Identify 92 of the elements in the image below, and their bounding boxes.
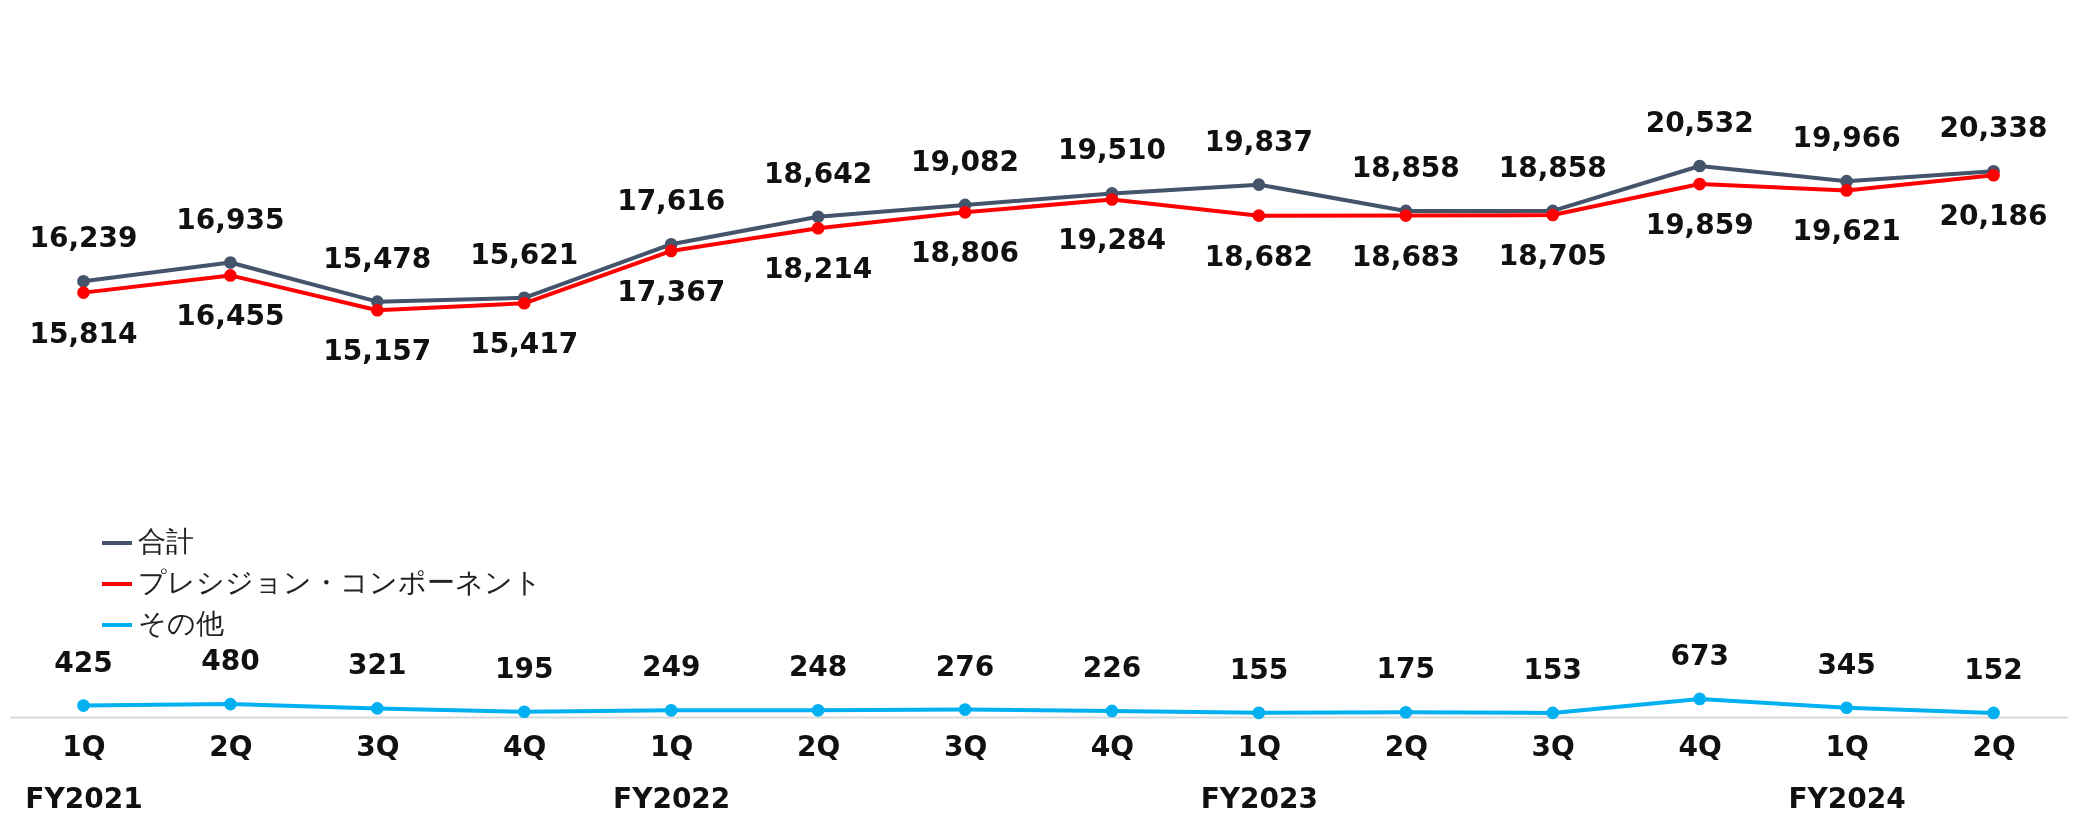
data-label: 152 [1964, 652, 2023, 686]
data-label: 15,417 [470, 327, 579, 361]
data-label: 17,616 [617, 184, 726, 218]
point [517, 705, 531, 719]
point [958, 206, 972, 219]
data-label: 153 [1523, 652, 1582, 686]
data-label: 19,284 [1057, 223, 1166, 257]
data-label: 16,239 [29, 221, 138, 255]
data-label: 321 [348, 648, 407, 682]
x-tick-label: 2Q [209, 729, 253, 763]
point [1693, 159, 1706, 173]
point [77, 699, 90, 712]
point [1252, 209, 1266, 222]
data-label: 19,837 [1204, 124, 1313, 158]
point [1105, 704, 1119, 718]
x-tick-label: 1Q FY2024 [1788, 729, 1906, 815]
x-tick-label: 3Q [356, 729, 400, 763]
point [77, 274, 90, 288]
point [664, 244, 678, 258]
data-label: 15,157 [323, 334, 432, 368]
data-label: 17,367 [617, 274, 726, 308]
data-label: 18,214 [764, 252, 873, 286]
x-tick-label: 1Q FY2023 [1200, 729, 1319, 815]
x-tick-label: 3Q [1531, 729, 1575, 763]
data-label: 20,532 [1645, 106, 1754, 139]
point [1105, 193, 1119, 206]
point [1840, 184, 1853, 197]
data-label: 16,935 [176, 202, 285, 236]
legend-label: その他 [138, 607, 224, 640]
point [1693, 177, 1706, 191]
data-label: 480 [201, 644, 260, 678]
point [1987, 706, 2000, 720]
point [77, 286, 90, 299]
point [1399, 705, 1413, 719]
data-label: 673 [1670, 638, 1729, 672]
point [958, 703, 972, 716]
point [1399, 209, 1413, 222]
x-tick-label: 1Q FY2021 [25, 729, 143, 815]
data-label: 18,858 [1351, 150, 1460, 184]
point [517, 296, 531, 310]
data-label: 19,966 [1792, 121, 1901, 155]
data-label: 16,455 [176, 299, 285, 333]
point [811, 704, 825, 717]
point [1693, 692, 1706, 706]
data-label: 345 [1817, 647, 1876, 681]
point [371, 303, 384, 317]
point [224, 256, 237, 269]
x-tick-label: 4Q [1090, 729, 1135, 763]
data-label: 18,642 [764, 156, 873, 190]
x-tick-label: 1Q FY2022 [613, 729, 731, 815]
data-label: 19,510 [1057, 133, 1166, 167]
data-label: 18,858 [1498, 150, 1607, 184]
x-tick-label: 2Q [1384, 729, 1428, 763]
point [1840, 701, 1853, 715]
x-tick-label: 4Q [1678, 729, 1722, 763]
data-label: 175 [1376, 652, 1436, 686]
data-label: 155 [1229, 652, 1289, 686]
x-tick-label: 2Q [1972, 729, 2016, 763]
data-label: 19,859 [1645, 208, 1754, 242]
data-label: 249 [641, 650, 701, 684]
point [224, 697, 237, 711]
data-label: 19,621 [1792, 214, 1901, 248]
data-label: 18,705 [1498, 239, 1607, 273]
point [224, 269, 237, 282]
data-label: 15,814 [29, 316, 138, 350]
data-label: 18,806 [911, 236, 1020, 270]
x-tick-label: 2Q [796, 729, 841, 763]
x-tick-label: 3Q [943, 729, 988, 763]
point [1252, 178, 1266, 191]
point [371, 702, 384, 715]
point [811, 221, 825, 235]
x-tick-label: 4Q [503, 729, 547, 763]
data-label: 15,621 [470, 237, 579, 271]
data-label: 18,682 [1204, 239, 1313, 273]
data-label: 276 [935, 649, 995, 683]
data-label: 248 [788, 650, 848, 684]
legend-label: 合計 [138, 525, 194, 558]
data-label: 15,478 [323, 241, 432, 275]
point [1546, 208, 1560, 222]
legend-label: プレシジョン・コンポーネント [138, 566, 542, 599]
point [1546, 706, 1560, 720]
data-label: 425 [54, 645, 113, 679]
data-label: 18,683 [1351, 239, 1460, 273]
point [1252, 706, 1266, 720]
point [1987, 168, 2000, 182]
data-label: 226 [1082, 650, 1142, 684]
point [664, 704, 678, 717]
point [811, 210, 825, 224]
data-label: 195 [495, 651, 554, 685]
data-label: 20,186 [1939, 199, 2048, 233]
data-label: 20,338 [1939, 111, 2048, 145]
data-label: 19,082 [911, 144, 1020, 178]
